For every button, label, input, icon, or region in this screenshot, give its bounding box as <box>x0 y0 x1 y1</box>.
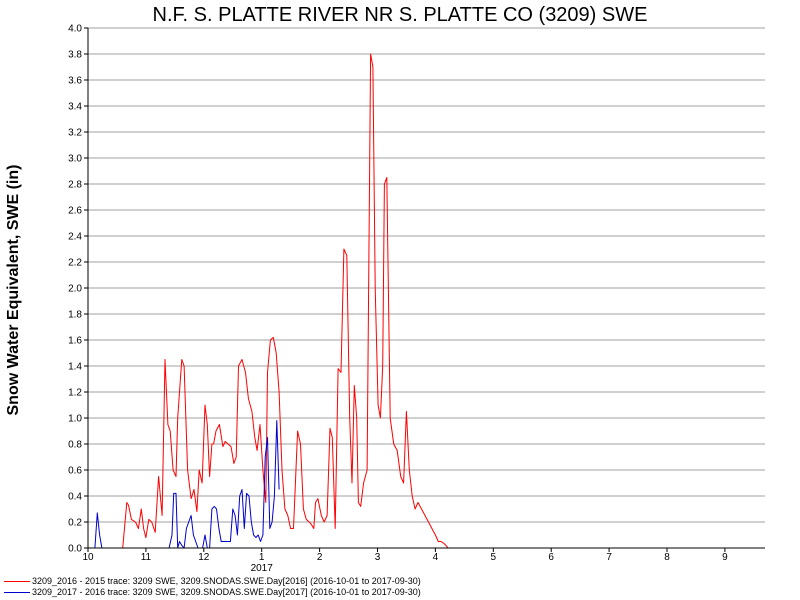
y-tick-label: 1.4 <box>68 362 82 373</box>
y-tick-label: 0.6 <box>68 466 82 477</box>
x-tick-label: 8 <box>664 552 670 563</box>
y-tick-label: 2.8 <box>68 180 82 191</box>
x-tick-label: 6 <box>548 552 554 563</box>
x-year-label: 2017 <box>251 563 274 574</box>
x-tick-label: 9 <box>722 552 728 563</box>
y-tick-label: 1.2 <box>68 388 82 399</box>
legend-swatch-2016 <box>4 581 30 583</box>
y-tick-label: 0.0 <box>68 544 82 555</box>
legend-label-2017: 3209_2017 - 2016 trace: 3209 SWE, 3209.S… <box>32 587 421 597</box>
y-tick-label: 2.2 <box>68 258 82 269</box>
x-tick-label: 4 <box>433 552 439 563</box>
y-tick-label: 2.6 <box>68 206 82 217</box>
y-tick-label: 1.0 <box>68 414 82 425</box>
y-tick-label: 2.4 <box>68 232 82 243</box>
x-tick-label: 12 <box>198 552 210 563</box>
y-tick-label: 4.0 <box>68 24 82 35</box>
series-layer <box>88 53 465 549</box>
y-tick-label: 3.0 <box>68 154 82 165</box>
y-tick-label: 3.2 <box>68 128 82 139</box>
y-tick-label: 1.8 <box>68 310 82 321</box>
y-tick-label: 0.2 <box>68 518 82 529</box>
series-line-0 <box>88 53 465 549</box>
grid <box>88 27 765 523</box>
legend-item-2017: 3209_2017 - 2016 trace: 3209 SWE, 3209.S… <box>4 586 421 598</box>
chart-title: N.F. S. PLATTE RIVER NR S. PLATTE CO (32… <box>152 4 648 26</box>
x-tick-label: 1 <box>259 552 265 563</box>
series-line-1 <box>88 420 280 549</box>
x-tick-label: 2 <box>317 552 323 563</box>
y-tick-label: 3.8 <box>68 50 82 61</box>
legend-item-2016: 3209_2016 - 2015 trace: 3209 SWE, 3209.S… <box>4 575 421 587</box>
x-tick-label: 11 <box>141 552 152 563</box>
y-tick-label: 3.4 <box>68 102 82 113</box>
legend-label-2016: 3209_2016 - 2015 trace: 3209 SWE, 3209.S… <box>32 576 421 586</box>
y-tick-label: 0.4 <box>68 492 82 503</box>
x-tick-label: 5 <box>491 552 497 563</box>
x-tick-label: 7 <box>606 552 612 563</box>
y-tick-label: 2.0 <box>68 284 82 295</box>
axes: 0.0 0.2 0.4 0.6 0.8 1.0 1.2 1.4 1.6 1.8 2.0 2.2 2.4 2… <box>68 24 765 574</box>
legend-swatch-2017 <box>4 592 30 594</box>
x-tick-label: 10 <box>82 552 94 563</box>
y-tick-label: 0.8 <box>68 440 82 451</box>
x-tick-label: 3 <box>375 552 381 563</box>
y-tick-label: 1.6 <box>68 336 82 347</box>
y-tick-label: 3.6 <box>68 76 82 87</box>
